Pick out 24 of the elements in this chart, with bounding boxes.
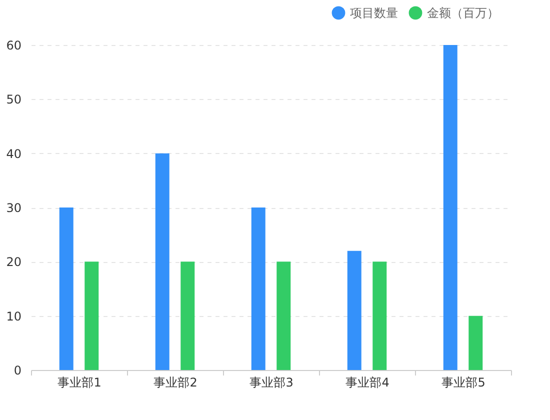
- legend-label: 金额（百万）: [427, 6, 499, 20]
- legend-label: 项目数量: [350, 6, 398, 20]
- bar: [180, 262, 195, 370]
- y-tick-label: 40: [6, 146, 22, 161]
- y-tick-label: 20: [6, 255, 22, 270]
- x-tick-label: 事业部3: [250, 376, 294, 390]
- bar: [468, 316, 483, 370]
- bar: [347, 250, 362, 370]
- y-tick-label: 30: [6, 201, 22, 215]
- y-tick-label: 10: [6, 309, 22, 324]
- bar: [251, 208, 266, 370]
- bar: [372, 262, 387, 370]
- x-tick-label: 事业部5: [442, 376, 486, 390]
- bar: [59, 208, 74, 370]
- x-tick-label: 事业部1: [58, 376, 102, 390]
- y-tick-label: 0: [14, 364, 22, 378]
- x-tick-label: 事业部2: [154, 376, 198, 390]
- y-tick-label: 50: [6, 92, 22, 107]
- bar: [276, 262, 291, 370]
- y-tick-label: 60: [6, 38, 22, 52]
- bar: [155, 153, 170, 370]
- x-tick-label: 事业部4: [346, 376, 390, 390]
- bar: [84, 262, 99, 370]
- bar: [443, 45, 458, 370]
